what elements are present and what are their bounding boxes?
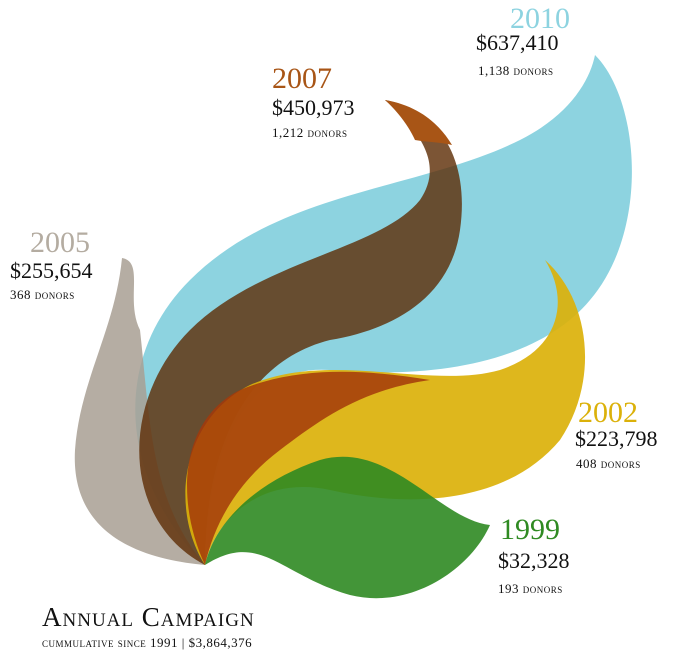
amount: $637,410 [476, 32, 559, 54]
donors: 368 donors [10, 288, 75, 301]
donors: 1,138 donors [478, 64, 554, 77]
donors: 1,212 donors [272, 126, 348, 139]
donors: 408 donors [576, 457, 641, 470]
amount: $223,798 [575, 428, 658, 450]
footer-title: Annual Campaign [42, 604, 255, 631]
year: 2005 [30, 228, 90, 258]
footer-subtitle: cummulative since 1991 | $3,864,376 [42, 636, 252, 649]
amount: $32,328 [498, 550, 570, 572]
page: 2010 $637,410 1,138 donors 2007 $450,973… [0, 0, 675, 654]
flame-2007-tip [385, 100, 452, 145]
amount: $255,654 [10, 260, 93, 282]
donors: 193 donors [498, 582, 563, 595]
year: 2007 [272, 64, 332, 94]
year: 2002 [578, 398, 638, 428]
amount: $450,973 [272, 97, 355, 119]
year: 1999 [500, 515, 560, 545]
